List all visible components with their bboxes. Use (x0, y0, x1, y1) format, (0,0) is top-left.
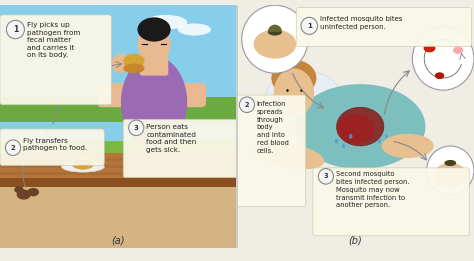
Ellipse shape (342, 144, 346, 149)
FancyBboxPatch shape (97, 83, 142, 107)
Wedge shape (268, 25, 282, 32)
Ellipse shape (337, 107, 384, 146)
Ellipse shape (453, 46, 464, 54)
FancyBboxPatch shape (237, 5, 474, 248)
Text: 2: 2 (10, 145, 16, 151)
FancyBboxPatch shape (313, 168, 469, 236)
Ellipse shape (265, 71, 341, 124)
Text: 1: 1 (307, 23, 312, 29)
Circle shape (128, 120, 144, 135)
Circle shape (301, 17, 318, 34)
Ellipse shape (444, 160, 456, 166)
FancyBboxPatch shape (0, 177, 237, 187)
Ellipse shape (17, 189, 31, 200)
FancyBboxPatch shape (0, 158, 237, 161)
FancyBboxPatch shape (166, 83, 206, 107)
Ellipse shape (434, 163, 467, 187)
Ellipse shape (62, 161, 104, 172)
Text: Second mosquito
bites infected person.
Mosquito may now
transmit infection to
an: Second mosquito bites infected person. M… (336, 171, 410, 209)
Ellipse shape (378, 139, 381, 143)
Circle shape (5, 140, 21, 156)
FancyBboxPatch shape (123, 119, 237, 177)
Text: Fly transfers
pathogen to food.: Fly transfers pathogen to food. (23, 138, 88, 151)
FancyBboxPatch shape (0, 141, 237, 156)
FancyBboxPatch shape (0, 97, 237, 122)
Text: 3: 3 (324, 173, 328, 179)
Ellipse shape (46, 130, 49, 133)
Circle shape (7, 20, 25, 39)
Ellipse shape (268, 28, 282, 35)
Ellipse shape (385, 134, 388, 138)
Text: (b): (b) (348, 235, 363, 246)
Ellipse shape (123, 54, 145, 68)
Ellipse shape (274, 68, 314, 117)
Ellipse shape (295, 84, 426, 169)
Ellipse shape (123, 63, 145, 73)
Circle shape (412, 27, 474, 90)
Circle shape (242, 5, 308, 73)
Ellipse shape (435, 72, 444, 79)
Ellipse shape (73, 160, 92, 166)
FancyBboxPatch shape (0, 165, 237, 168)
Circle shape (427, 146, 474, 194)
Circle shape (318, 169, 333, 184)
Text: Infected mosquito bites
uninfected person.: Infected mosquito bites uninfected perso… (320, 16, 402, 30)
Text: 3: 3 (134, 125, 139, 131)
FancyBboxPatch shape (296, 8, 472, 46)
Ellipse shape (424, 44, 436, 52)
Text: 2: 2 (245, 102, 249, 108)
Text: Person eats
contaminated
food and then
gets sick.: Person eats contaminated food and then g… (146, 124, 197, 153)
Ellipse shape (145, 15, 187, 29)
Ellipse shape (71, 156, 95, 170)
FancyBboxPatch shape (0, 146, 237, 248)
Circle shape (111, 54, 130, 73)
Text: Infection
spreads
through
body
and into
red blood
cells.: Infection spreads through body and into … (257, 101, 289, 153)
Ellipse shape (349, 134, 353, 139)
FancyBboxPatch shape (140, 54, 168, 76)
Ellipse shape (271, 60, 316, 96)
FancyBboxPatch shape (0, 129, 104, 165)
Ellipse shape (382, 134, 434, 158)
Ellipse shape (121, 56, 187, 149)
Ellipse shape (337, 114, 374, 144)
FancyBboxPatch shape (0, 153, 237, 180)
FancyBboxPatch shape (0, 5, 237, 146)
Text: 1: 1 (13, 25, 18, 34)
Text: Fly picks up
pathogen from
fecal matter
and carries it
on its body.: Fly picks up pathogen from fecal matter … (27, 22, 81, 58)
Ellipse shape (137, 17, 171, 41)
Circle shape (239, 97, 255, 112)
FancyBboxPatch shape (0, 15, 111, 105)
FancyBboxPatch shape (0, 172, 237, 175)
Ellipse shape (335, 139, 338, 144)
Ellipse shape (137, 25, 171, 63)
Ellipse shape (21, 29, 50, 39)
Ellipse shape (254, 29, 296, 59)
Ellipse shape (178, 23, 211, 35)
Ellipse shape (27, 188, 39, 196)
Ellipse shape (14, 186, 24, 193)
Text: (a): (a) (112, 235, 125, 246)
Ellipse shape (254, 142, 324, 169)
Circle shape (137, 54, 156, 73)
FancyBboxPatch shape (235, 95, 306, 207)
